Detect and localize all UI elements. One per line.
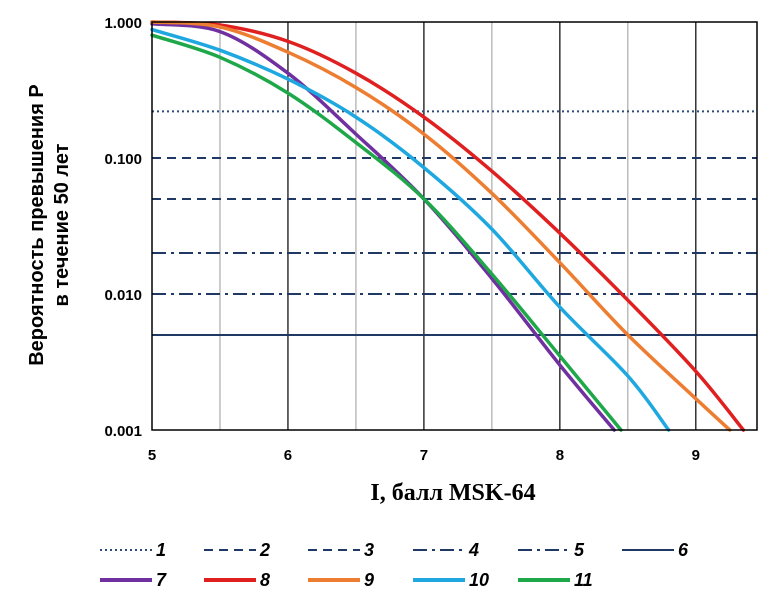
legend-label-10: 10 xyxy=(469,570,489,590)
reference-lines xyxy=(152,110,757,336)
legend-label-5: 5 xyxy=(574,540,585,560)
y-axis-label-line2: в течение 50 лет xyxy=(51,143,73,306)
x-axis-label: I, балл MSK-64 xyxy=(370,480,535,506)
x-tick-labels: 5 6 7 8 9 xyxy=(148,447,700,464)
series-line-7 xyxy=(150,22,616,432)
y-tick-label: 1.000 xyxy=(104,15,142,32)
y-tick-label: 0.100 xyxy=(104,151,142,168)
legend-label-6: 6 xyxy=(678,540,689,560)
legend-label-4: 4 xyxy=(468,540,479,560)
legend-label-8: 8 xyxy=(260,570,270,590)
x-tick-label: 8 xyxy=(556,447,564,464)
legend-label-3: 3 xyxy=(364,540,374,560)
series-line-8 xyxy=(150,20,746,432)
series-line-10 xyxy=(150,27,671,432)
legend: 1 2 3 4 5 6 7 8 9 10 11 xyxy=(100,540,689,590)
series-curves xyxy=(150,20,746,432)
legend-label-7: 7 xyxy=(156,570,167,590)
grid xyxy=(219,22,697,430)
series-line-9 xyxy=(150,20,732,432)
y-tick-labels: 1.000 0.100 0.010 0.001 xyxy=(104,15,142,440)
legend-label-9: 9 xyxy=(364,570,374,590)
x-tick-label: 6 xyxy=(284,447,292,464)
plot-frame xyxy=(151,21,758,431)
y-tick-label: 0.001 xyxy=(104,423,142,440)
legend-label-2: 2 xyxy=(259,540,270,560)
series-line-11 xyxy=(150,33,623,432)
x-tick-label: 9 xyxy=(692,447,700,464)
legend-label-1: 1 xyxy=(156,540,166,560)
legend-label-11: 11 xyxy=(574,570,593,590)
y-tick-label: 0.010 xyxy=(104,287,142,304)
x-tick-label: 5 xyxy=(148,447,156,464)
x-tick-label: 7 xyxy=(420,447,428,464)
y-axis-label-line1: Вероятность превышения P xyxy=(26,84,48,366)
